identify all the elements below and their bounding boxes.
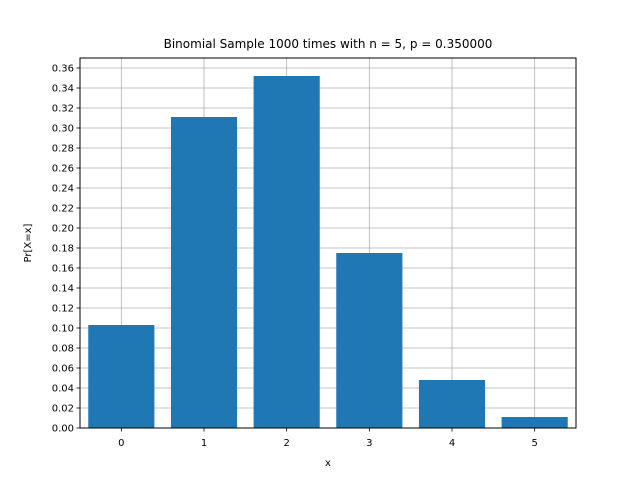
x-axis-label: x: [325, 458, 331, 469]
bar-x-5: [501, 417, 568, 428]
x-tick-label: 4: [449, 438, 455, 449]
chart-title: Binomial Sample 1000 times with n = 5, p…: [164, 37, 493, 51]
y-tick-label: 0.20: [52, 224, 74, 235]
y-tick-label: 0.34: [52, 84, 74, 95]
y-tick-label: 0.02: [52, 404, 74, 415]
y-tick-label: 0.18: [52, 244, 74, 255]
y-tick-label: 0.32: [52, 104, 74, 115]
y-tick-label: 0.22: [52, 204, 74, 215]
y-tick-label: 0.14: [52, 284, 74, 295]
bar-layer: [88, 76, 568, 428]
y-tick-label: 0.12: [52, 304, 74, 315]
bar-x-2: [253, 76, 320, 428]
plot-frame: [79, 57, 577, 429]
y-tick-label: 0.08: [52, 344, 74, 355]
y-tick-label: 0.00: [52, 424, 74, 435]
y-tick-label: 0.36: [52, 64, 74, 75]
x-tick-label: 0: [118, 438, 124, 449]
bar-x-3: [336, 253, 403, 428]
y-tick-label: 0.10: [52, 324, 74, 335]
y-tick-label: 0.16: [52, 264, 74, 275]
bar-x-0: [88, 325, 155, 428]
y-tick-label: 0.06: [52, 364, 74, 375]
y-tick-label: 0.26: [52, 164, 74, 175]
x-tick-label: 2: [283, 438, 289, 449]
x-tick-label: 5: [531, 438, 537, 449]
y-axis-label: Pr[X=x]: [23, 223, 34, 262]
x-tick-label: 1: [201, 438, 207, 449]
y-tick-label: 0.30: [52, 124, 74, 135]
y-tick-label: 0.28: [52, 144, 74, 155]
bar-x-1: [170, 117, 238, 428]
bar-x-4: [418, 380, 486, 428]
y-tick-label: 0.24: [52, 184, 74, 195]
tick-layer: 0.00 0.02 0.04 0.06 0.08 0.10 0.12 0.14 0.16 0.18…: [52, 64, 538, 449]
y-tick-label: 0.04: [52, 384, 74, 395]
x-tick-label: 3: [366, 438, 372, 449]
